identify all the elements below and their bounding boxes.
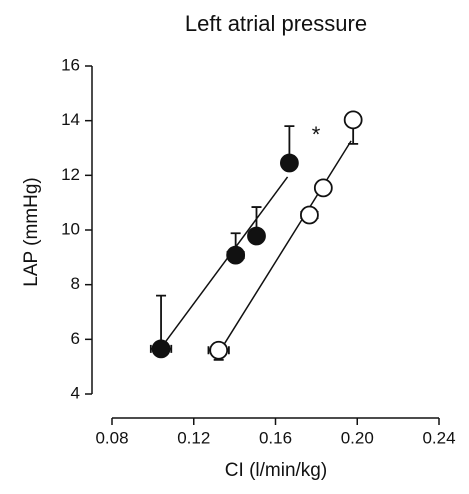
y-axis-label: LAP (mmHg) [21,177,42,286]
y-tick-label: 6 [71,329,80,348]
x-tick-label: 0.12 [177,428,210,447]
x-tick-label: 0.08 [95,428,128,447]
x-tick-label: 0.16 [259,428,292,447]
fit-line [162,176,289,346]
significance-marker: * [312,122,321,147]
x-axis-label: CI (l/min/kg) [225,460,327,481]
point [300,205,319,225]
point [313,178,333,198]
y-tick-label: 12 [61,165,80,184]
y-tick-label: 10 [61,219,80,238]
point [279,153,299,173]
y-tick-label: 14 [61,110,80,129]
x-tick-label: 0.20 [341,428,374,447]
y-tick-label: 4 [71,383,80,402]
x-tick-label: 0.24 [422,428,455,447]
point [247,226,266,246]
chart-title: Left atrial pressure [185,11,367,36]
fit-line [221,140,352,349]
point [226,245,246,265]
point [209,340,229,360]
point [151,339,171,359]
y-tick-label: 8 [71,274,80,293]
y-tick-label: 16 [61,55,80,74]
point [343,110,363,130]
